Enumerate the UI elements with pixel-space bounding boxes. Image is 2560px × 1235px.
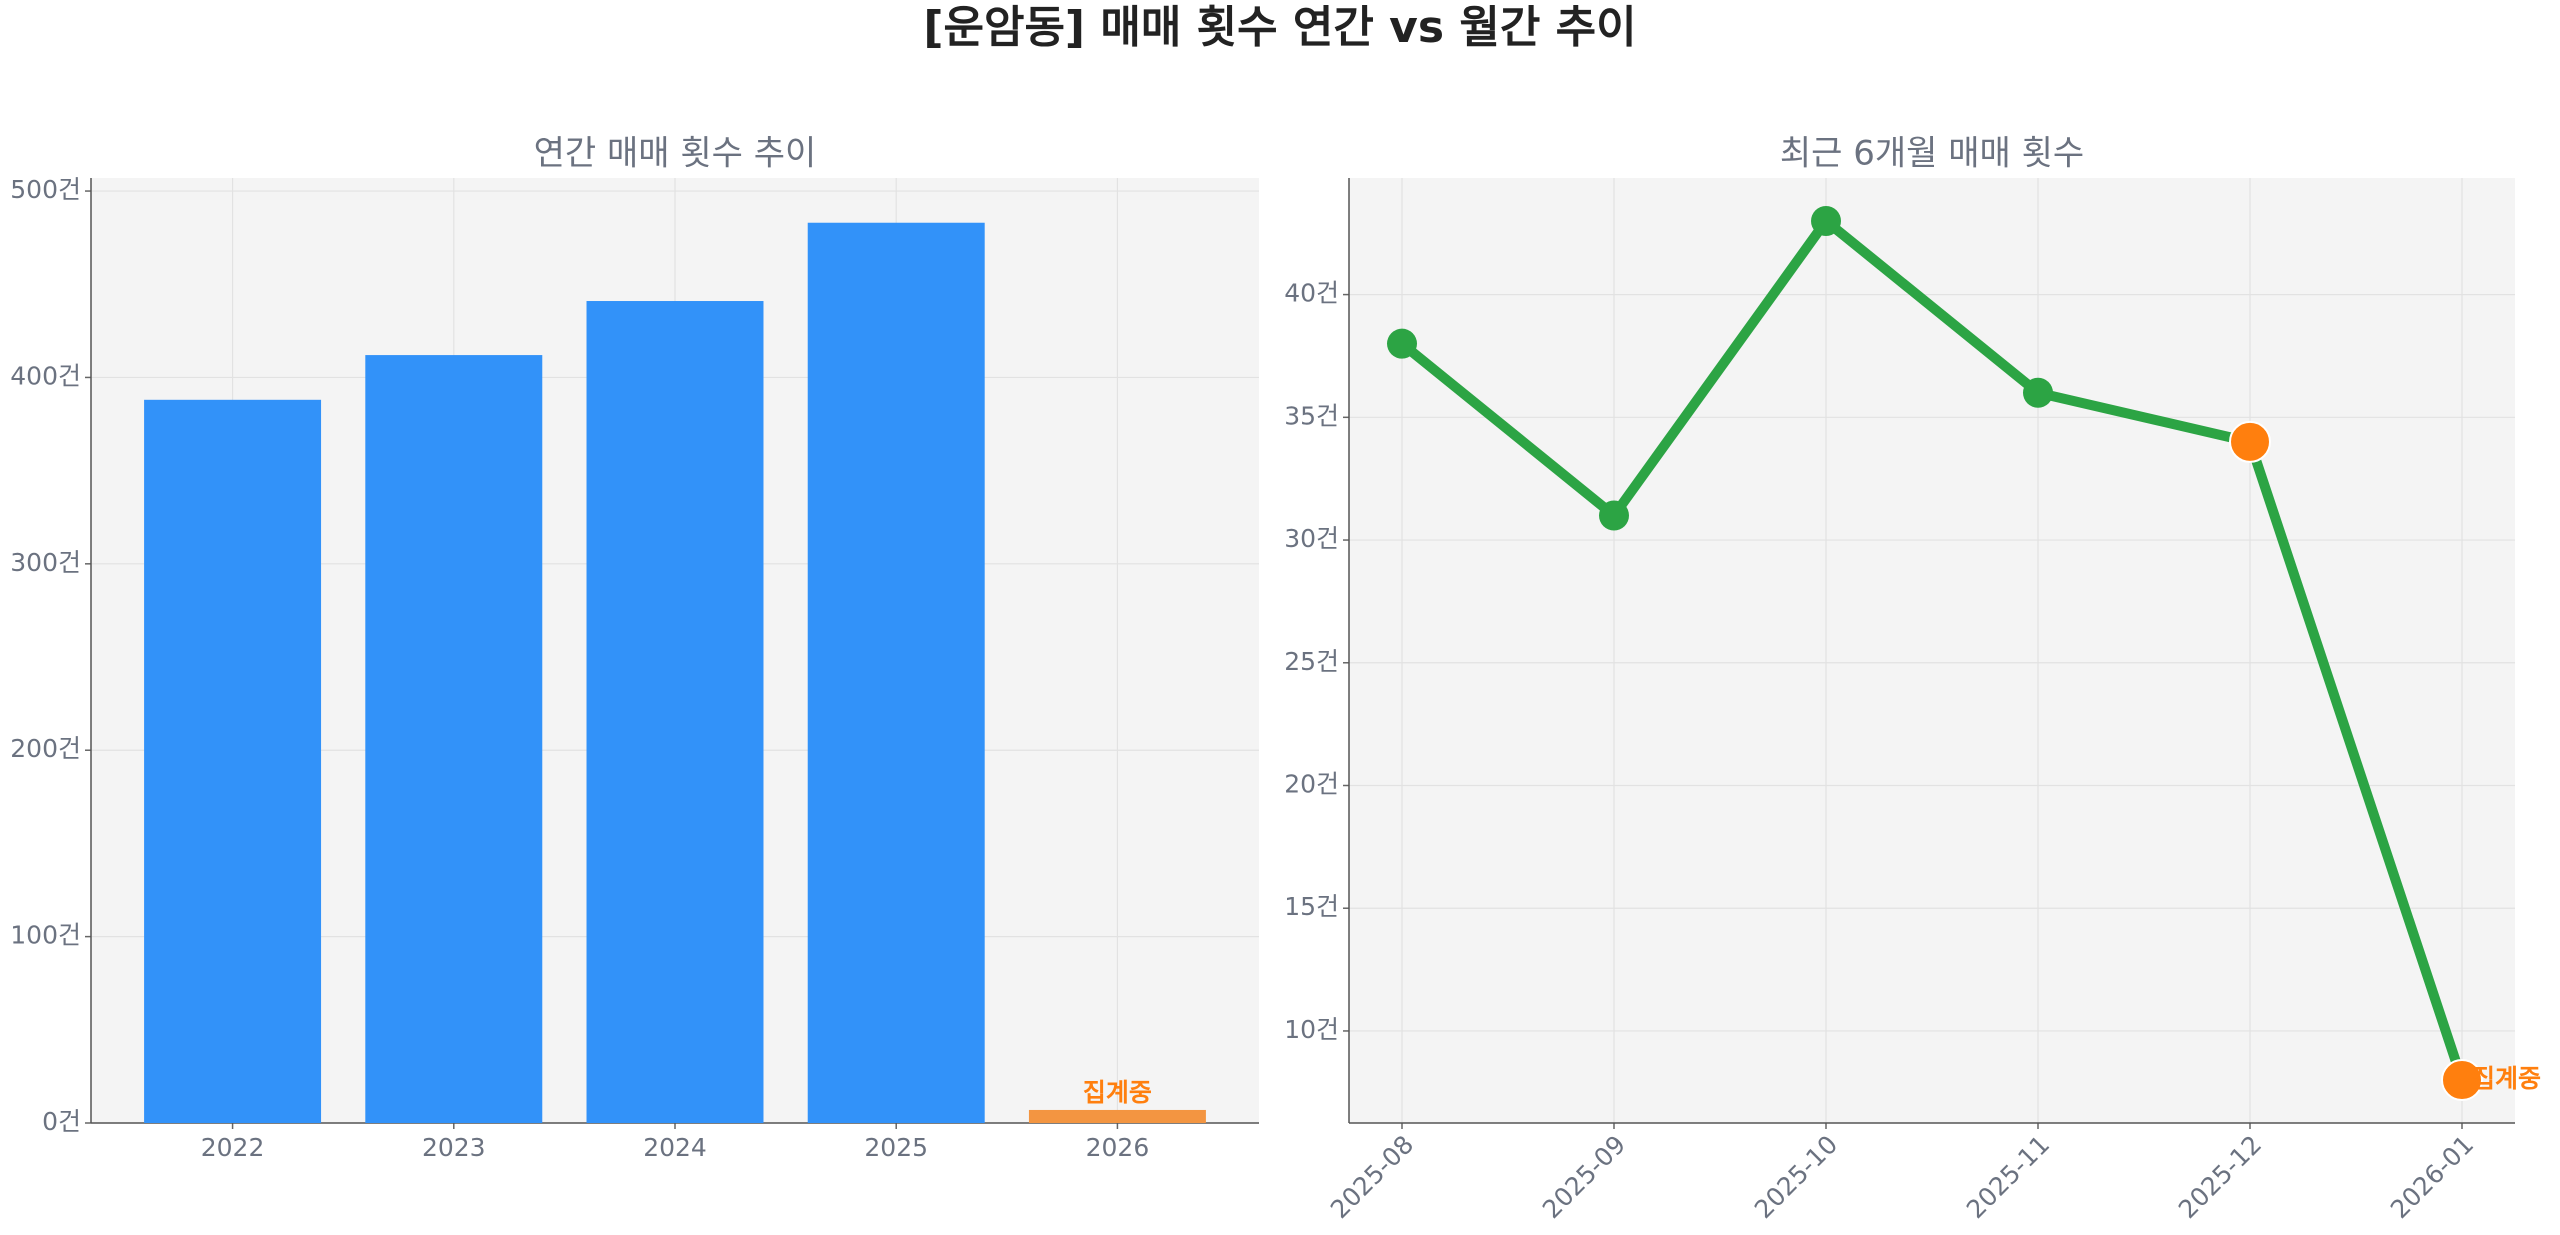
annotation: 집계중 [1083,1078,1152,1107]
marker [2229,420,2271,463]
x-tick-label: 2024 [643,1133,707,1162]
figure-title: [운암동] 매매 횟수 연간 vs 월간 추이 [923,2,1636,53]
y-tick-label: 500건 [10,175,81,204]
y-tick-label: 200건 [10,734,81,763]
y-tick-label: 30건 [1284,524,1339,553]
y-tick-label: 0건 [42,1107,81,1136]
y-tick-label: 100건 [10,921,81,950]
x-tick-label: 2023 [422,1133,486,1162]
y-tick-label: 15건 [1284,892,1339,921]
subplot-title: 연간 매매 횟수 추이 [534,134,817,174]
y-tick-label: 400건 [10,361,81,390]
marker [2023,377,2053,408]
y-tick-label: 35건 [1284,401,1339,430]
bar [1028,1109,1206,1123]
x-tick-label: 2022 [201,1133,265,1162]
bar [365,355,543,1123]
marker [1599,500,1629,531]
bar [807,222,985,1123]
y-tick-label: 10건 [1284,1015,1339,1044]
bar [144,399,322,1123]
y-tick-label: 300건 [10,548,81,577]
y-tick-label: 20건 [1284,770,1339,799]
marker [1387,328,1417,359]
x-tick-label: 2026 [1086,1133,1150,1162]
marker [1811,205,1841,236]
bar [586,301,764,1123]
plot-area [1349,178,2515,1123]
annotation: 집계중 [2472,1064,2541,1093]
marker [2441,1059,2483,1102]
y-tick-label: 40건 [1284,279,1339,308]
subplot-title: 최근 6개월 매매 횟수 [1780,134,2084,174]
x-tick-label: 2025 [864,1133,928,1162]
line [1398,215,2467,1082]
y-tick-label: 25건 [1284,647,1339,676]
